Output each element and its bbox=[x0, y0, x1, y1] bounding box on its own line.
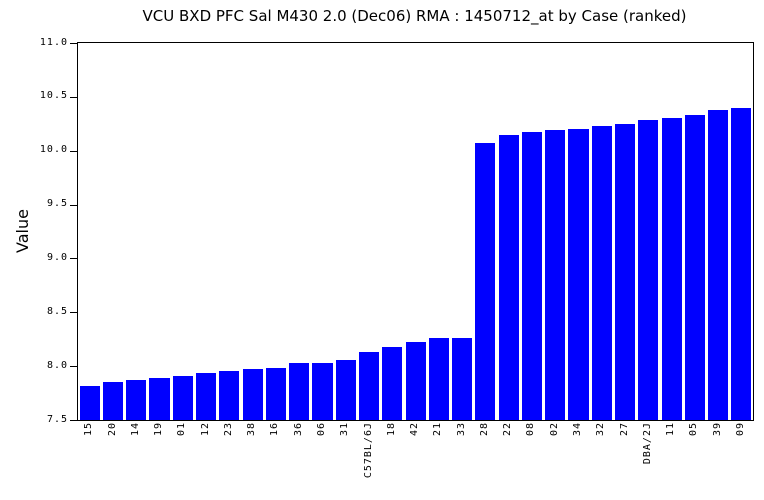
y-tick-mark bbox=[70, 420, 77, 421]
bar-02 bbox=[545, 130, 566, 420]
y-tick-label: 10.5 bbox=[39, 90, 68, 102]
bar-42 bbox=[405, 342, 426, 420]
bar-36 bbox=[289, 362, 310, 420]
y-tick-mark bbox=[70, 43, 77, 44]
bar-23 bbox=[219, 370, 240, 420]
bar-18 bbox=[382, 346, 403, 420]
bar-27 bbox=[614, 123, 636, 420]
y-tick-label: 8.5 bbox=[46, 305, 68, 317]
bar-14 bbox=[126, 380, 147, 420]
bar-34 bbox=[568, 129, 589, 420]
bar-22 bbox=[498, 134, 519, 420]
y-tick-mark bbox=[70, 312, 77, 314]
bar-31 bbox=[335, 359, 356, 420]
bar-19 bbox=[149, 378, 170, 420]
chart-title: VCU BXD PFC Sal M430 2.0 (Dec06) RMA : 1… bbox=[142, 7, 687, 25]
bar-39 bbox=[708, 109, 729, 420]
plot-area bbox=[70, 42, 754, 421]
y-tick-mark bbox=[70, 150, 77, 152]
bar-21 bbox=[428, 338, 449, 420]
bar-11 bbox=[661, 118, 682, 420]
bar-01 bbox=[172, 375, 193, 420]
bar-28 bbox=[475, 143, 496, 420]
y-tick-mark bbox=[70, 366, 77, 368]
bar-12 bbox=[196, 372, 217, 420]
bar-33 bbox=[452, 338, 473, 420]
bar-09 bbox=[731, 107, 752, 420]
bar-16 bbox=[265, 368, 286, 420]
y-tick-mark bbox=[70, 96, 77, 98]
y-tick-label: 10.0 bbox=[39, 144, 68, 156]
bar-38 bbox=[242, 369, 263, 420]
bar-05 bbox=[684, 115, 705, 420]
y-tick-mark bbox=[70, 204, 77, 206]
bar-DBA/2J bbox=[638, 119, 659, 420]
bar-C57BL/6J bbox=[358, 352, 380, 420]
bar-20 bbox=[102, 382, 124, 420]
bar-32 bbox=[591, 125, 612, 420]
bar-15 bbox=[79, 385, 100, 420]
y-tick-label: 9.5 bbox=[46, 198, 68, 210]
bar-06 bbox=[312, 362, 333, 420]
y-tick-label: 11.0 bbox=[39, 36, 68, 48]
bar-08 bbox=[521, 132, 542, 420]
y-tick-label: 7.5 bbox=[46, 413, 68, 425]
y-tick-label: 8.0 bbox=[46, 359, 68, 371]
y-tick-mark bbox=[70, 258, 77, 260]
y-tick-label: 9.0 bbox=[46, 251, 68, 263]
